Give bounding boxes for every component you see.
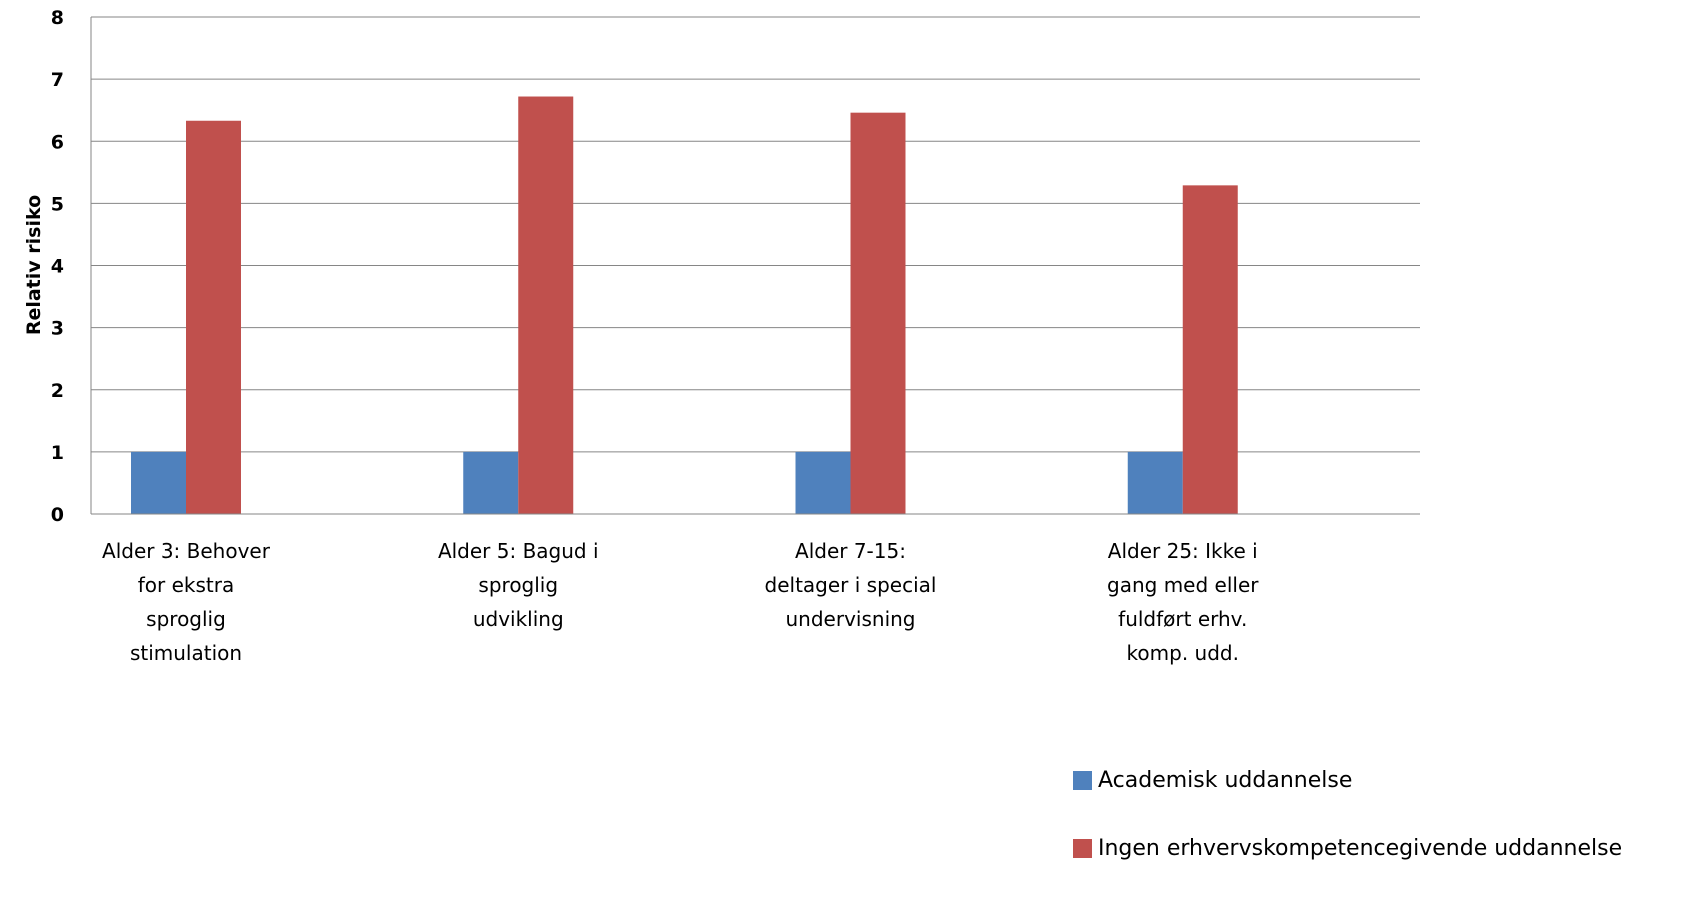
bar-series-1-cat-3 [795, 451, 851, 514]
y-tick-label: 2 [51, 380, 64, 402]
x-category-label: Alder 7-15: deltager i special undervisnin… [765, 539, 937, 631]
bar-series-2-cat-3 [850, 112, 906, 515]
x-category-label: Alder 3: Behover for ekstra sproglig stimul… [102, 539, 271, 665]
y-tick-label: 0 [51, 504, 64, 526]
legend-item-series-1: Academisk uddannelse [1073, 766, 1622, 794]
y-tick-label: 5 [51, 193, 64, 215]
bar-series-2-cat-2 [518, 96, 574, 515]
legend: Academisk uddannelse Ingen erhvervskompe… [1073, 766, 1622, 902]
bar-series-1-cat-1 [131, 451, 186, 514]
y-tick-label: 3 [51, 318, 64, 340]
x-category-labels: Alder 3: Behover for ekstra sproglig stimul… [102, 539, 1259, 665]
gridlines [91, 16, 1420, 515]
legend-swatch-series-2 [1073, 838, 1092, 858]
bar-chart: 0 1 2 3 4 5 6 7 8 Alder 3: Behover for ekstra spro… [23, 7, 1420, 665]
legend-label-series-1: Academisk uddannelse [1098, 767, 1353, 793]
bars [131, 96, 1238, 515]
x-category-label: Alder 25: Ikke i gang med eller fuldført e… [1107, 539, 1259, 665]
legend-label-series-2: Ingen erhvervskompetencegivende uddannel… [1098, 835, 1623, 861]
y-tick-labels: 0 1 2 3 4 5 6 7 8 [51, 7, 64, 526]
y-tick-label: 6 [51, 131, 64, 153]
y-axis-label: Relativ risiko [23, 195, 45, 335]
bar-series-1-cat-4 [1127, 451, 1183, 514]
y-tick-label: 8 [51, 7, 64, 29]
x-category-label: Alder 5: Bagud i sproglig udvikling [438, 539, 599, 631]
y-tick-label: 1 [51, 442, 64, 464]
legend-swatch-series-1 [1073, 770, 1092, 790]
axes [90, 17, 1420, 515]
legend-item-series-2: Ingen erhvervskompetencegivende uddannel… [1073, 834, 1622, 862]
bar-series-2-cat-1 [186, 120, 241, 514]
bar-series-1-cat-2 [463, 451, 519, 514]
y-tick-label: 4 [51, 256, 64, 278]
y-tick-label: 7 [51, 69, 64, 91]
bar-series-2-cat-4 [1182, 185, 1238, 514]
